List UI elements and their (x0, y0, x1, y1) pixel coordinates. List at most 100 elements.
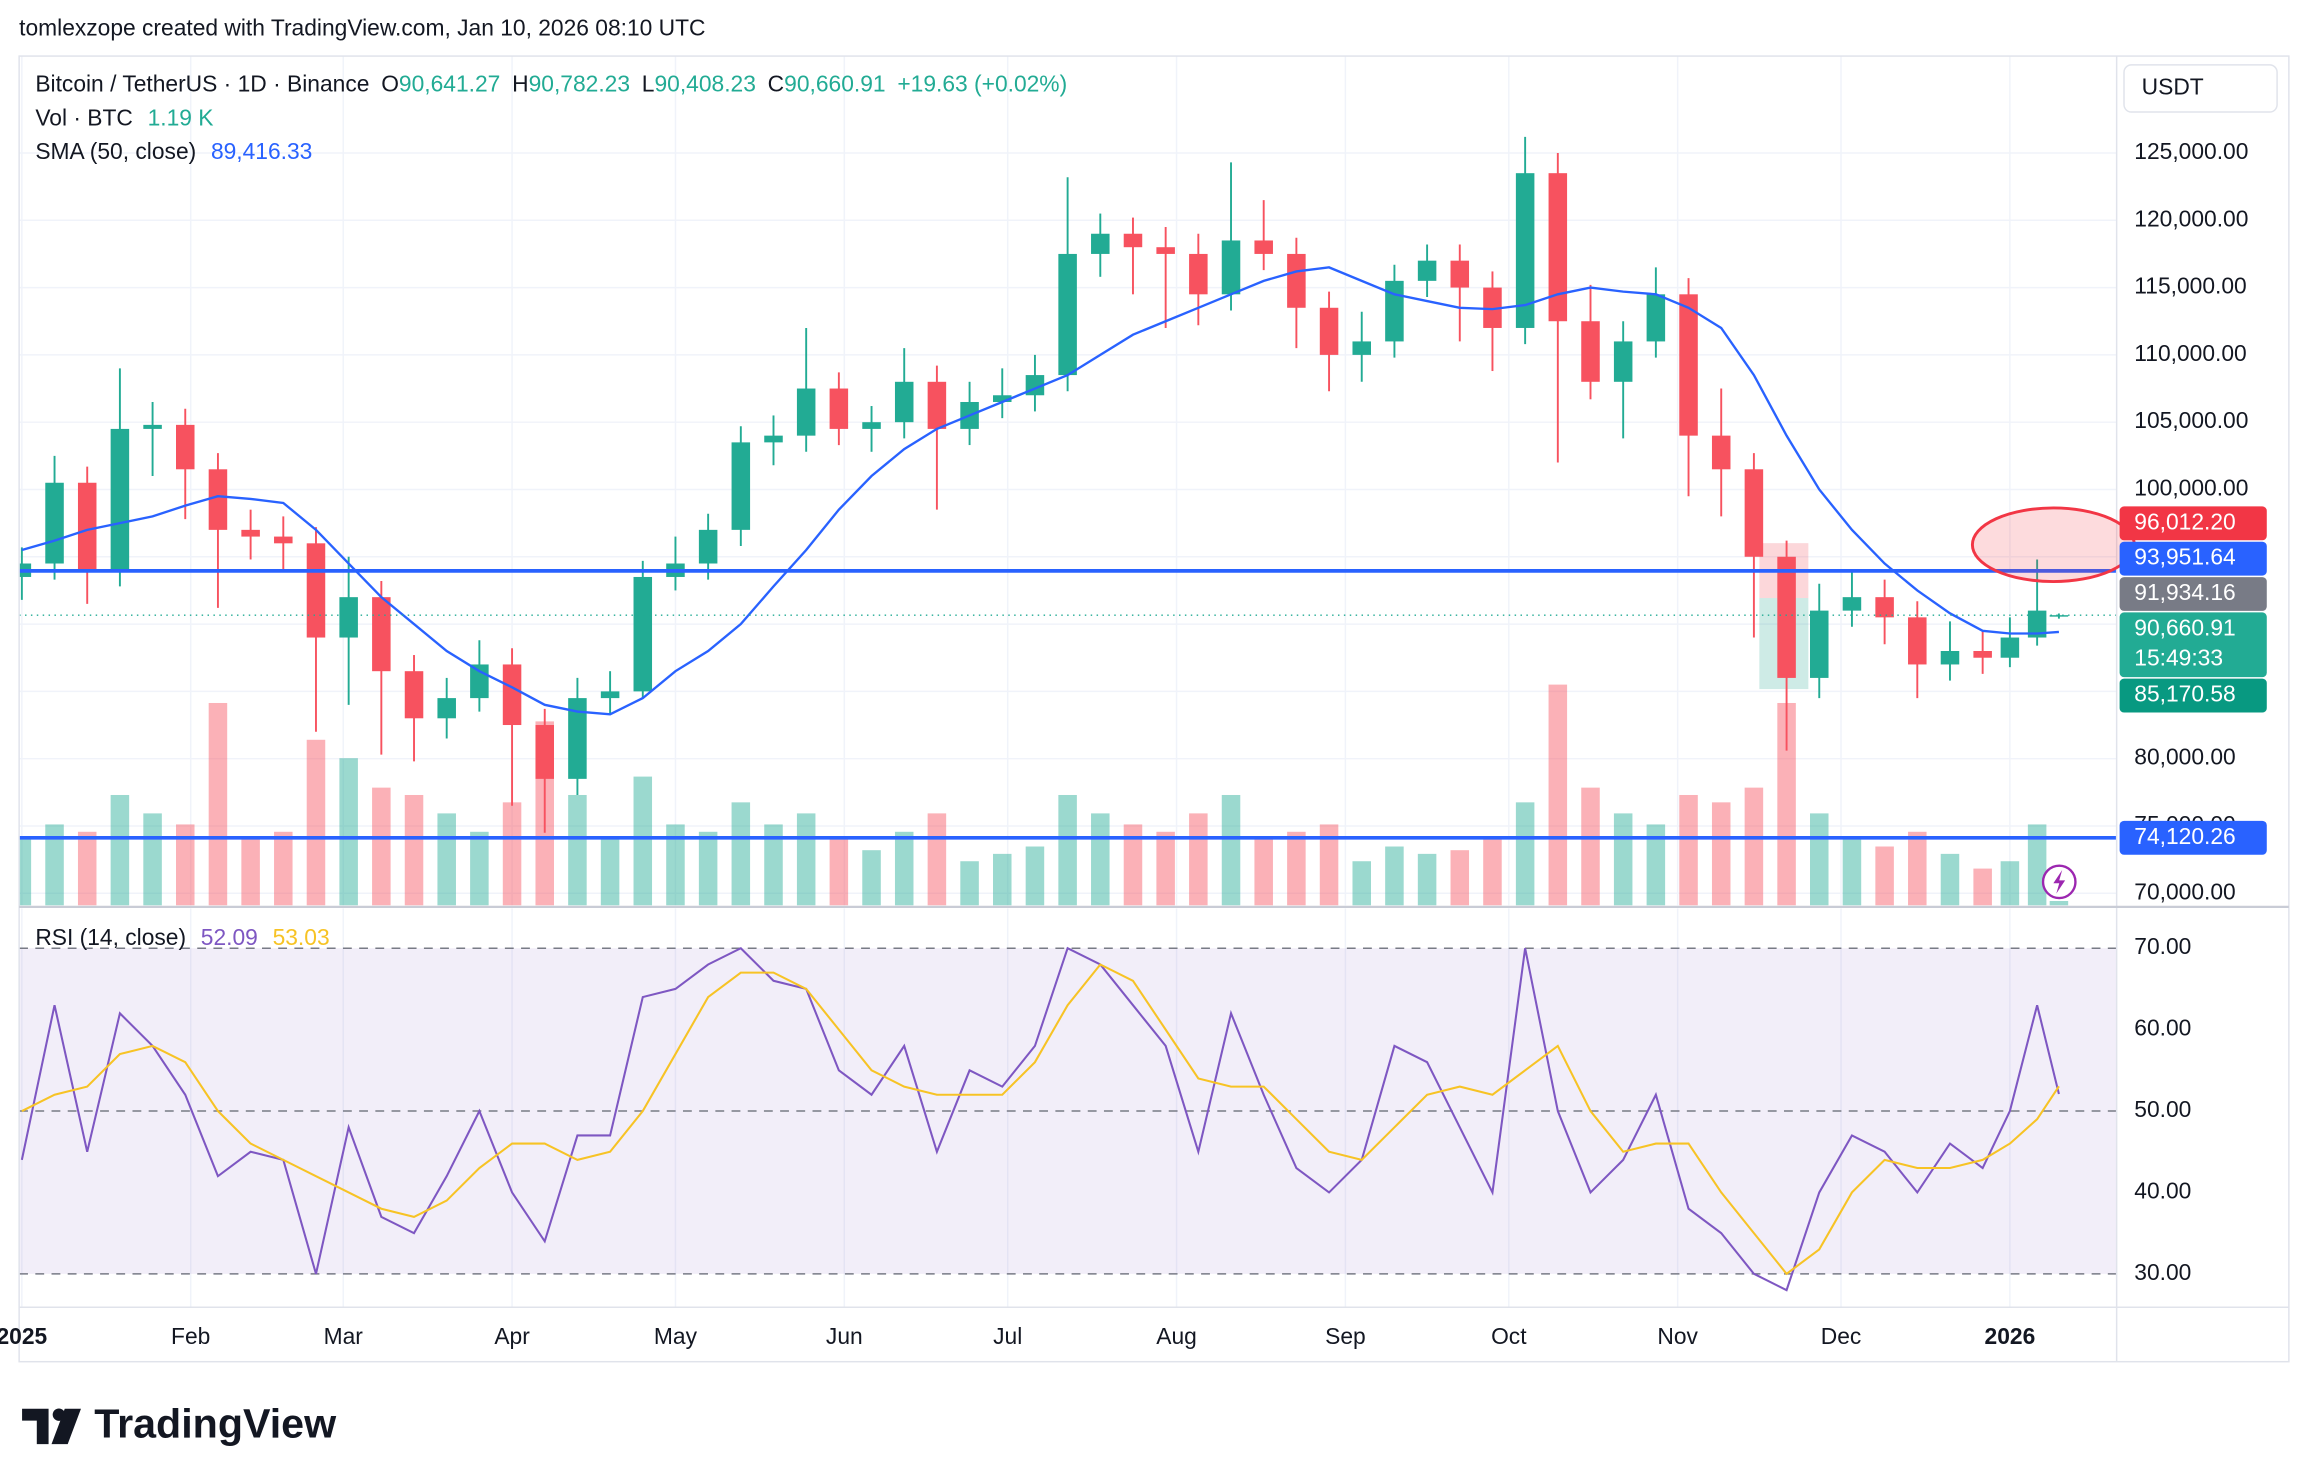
candle-body (927, 381, 947, 429)
volume-bar (502, 802, 522, 906)
volume-bar (1450, 850, 1470, 906)
candle-body (1548, 173, 1568, 322)
candle-body (1515, 173, 1535, 328)
symbol: Bitcoin / TetherUS · 1D · Binance (35, 71, 369, 97)
candle-body (2027, 610, 2047, 638)
legend-key: O (381, 71, 399, 97)
legend-value: 90,641.27 (399, 71, 500, 97)
price-label: 93,951.64 (2134, 544, 2236, 570)
volume-bar (1646, 824, 1666, 906)
volume-bar (1744, 787, 1764, 906)
x-tick-label: Aug (1156, 1323, 1197, 1349)
y-tick-label: 115,000.00 (2134, 273, 2246, 299)
price-label-box (2119, 612, 2267, 678)
rsi-band (19, 948, 2117, 1274)
price-label: 96,012.20 (2134, 508, 2235, 534)
candle-body (600, 691, 620, 699)
volume-bar (1940, 853, 1960, 906)
candle-body (1287, 253, 1306, 308)
candle-body (143, 424, 162, 429)
x-tick-label: 2026 (1985, 1323, 2036, 1349)
volume-bar (19, 839, 32, 906)
y-tick-label: 110,000.00 (2134, 340, 2246, 366)
candle-body (1352, 341, 1371, 355)
candle-body (1091, 233, 1110, 254)
volume-bar (1091, 813, 1110, 906)
candle-body (1842, 597, 1862, 611)
candle-body (1810, 610, 1829, 678)
candle-body (1189, 253, 1208, 295)
volume-bar (372, 787, 391, 906)
volume-bar (1548, 684, 1568, 906)
x-tick-label: Nov (1657, 1323, 1698, 1349)
volume-legend: Vol · BTC 1.19 K (35, 104, 213, 130)
candle-body (372, 597, 391, 672)
candle-body (1973, 650, 1992, 658)
currency[interactable]: USDT (2142, 73, 2204, 99)
candle-body (45, 482, 64, 564)
candle-body (437, 698, 456, 719)
rsi-pane (19, 946, 2117, 1292)
volume-bar (1483, 839, 1502, 906)
volume-bar (1025, 846, 1045, 906)
volume-bar (143, 813, 162, 906)
volume-bar (241, 839, 260, 906)
candle-body (1613, 341, 1633, 382)
volume-bar (1973, 868, 1992, 906)
candle-body (829, 388, 849, 429)
candle-body (1058, 253, 1077, 376)
volume-bar (1319, 824, 1339, 906)
legend-value: 90,782.23 (529, 71, 630, 97)
candle-body (1254, 240, 1273, 254)
candle-body (862, 422, 881, 429)
sma-value: 89,416.33 (211, 138, 312, 164)
volume-bar (862, 850, 881, 906)
candle-body (404, 671, 424, 719)
volume-bar (1385, 846, 1404, 906)
rsi-ma-value: 53.03 (273, 924, 330, 950)
volume-bar (1287, 831, 1306, 906)
volume-bar (306, 739, 326, 906)
candle-body (1221, 240, 1241, 295)
volume-bar (274, 831, 293, 906)
candle-body (796, 388, 816, 436)
volume-bar (339, 758, 358, 906)
candle-body (1940, 650, 1960, 665)
candle-body (633, 576, 653, 692)
annotation-ellipse (1970, 506, 2136, 584)
currency-box[interactable] (2123, 64, 2278, 113)
frame-border (18, 55, 2290, 1363)
price-label-box (2119, 506, 2267, 541)
volume-bar (1189, 813, 1208, 906)
volume-bar (1842, 839, 1862, 906)
y-tick-label: 50.00 (2134, 1096, 2191, 1122)
volume-bar (796, 813, 816, 906)
alert-icon-bolt[interactable] (2053, 870, 2066, 894)
candle-body (470, 664, 489, 699)
legend-value: 90,660.91 (784, 71, 885, 97)
candle-body (306, 543, 326, 638)
volume-value: 1.19 K (148, 104, 214, 130)
y-tick-label: 125,000.00 (2134, 138, 2248, 164)
alert-icon[interactable] (2041, 864, 2077, 900)
volume-bar (110, 794, 130, 906)
volume-bar (1515, 802, 1535, 906)
price-label-box (2119, 541, 2267, 576)
price-label-countdown: 15:49:33 (2134, 645, 2223, 671)
volume-bar (698, 831, 718, 906)
candle-body (1908, 617, 1927, 665)
candle-body (764, 435, 783, 443)
candle-body (1875, 597, 1894, 618)
volume-bar (77, 831, 97, 906)
volume-bar (2027, 824, 2047, 906)
price-label-box (2119, 577, 2267, 611)
price-label-box (2119, 678, 2267, 713)
volume-bar (2049, 901, 2069, 906)
y-tick-label: 105,000.00 (2134, 407, 2248, 433)
candle-body (1777, 556, 1796, 678)
x-tick-label: 2025 (0, 1323, 48, 1349)
volume-bar (1908, 831, 1927, 906)
candle-body (1385, 280, 1404, 342)
candle-body (110, 428, 130, 571)
